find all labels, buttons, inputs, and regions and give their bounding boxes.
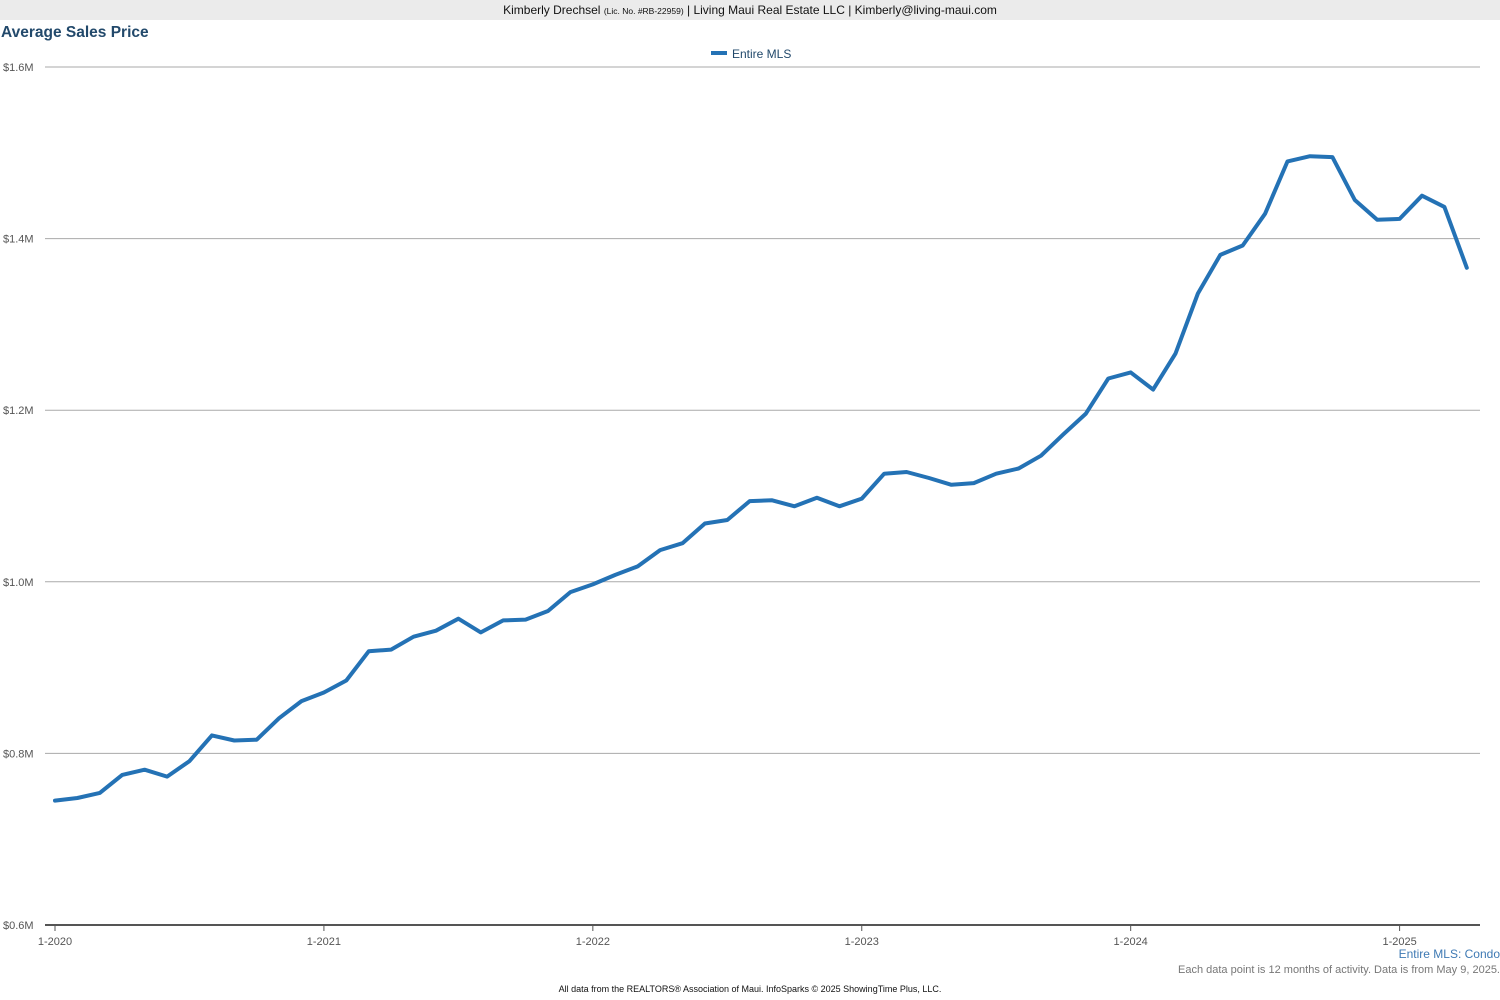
x-tick-label: 1-2022: [576, 936, 610, 948]
data-point: [1218, 253, 1222, 257]
x-tick-label: 1-2025: [1382, 936, 1416, 948]
series-line: [53, 154, 1469, 803]
data-point: [1263, 212, 1267, 216]
data-point: [143, 768, 147, 772]
data-point: [1174, 352, 1178, 356]
x-tick-label: 1-2023: [845, 936, 879, 948]
data-point: [770, 498, 774, 502]
data-point: [210, 733, 214, 737]
data-point: [232, 739, 236, 743]
data-point: [479, 630, 483, 634]
data-point: [815, 496, 819, 500]
y-tick-label: $0.8M: [3, 748, 34, 760]
data-point: [456, 617, 460, 621]
legend: Entire MLS: [711, 47, 791, 61]
data-point: [1084, 412, 1088, 416]
data-point: [949, 483, 953, 487]
data-point: [1129, 370, 1133, 374]
data-point: [120, 773, 124, 777]
data-point: [1196, 292, 1200, 296]
data-point: [1420, 194, 1424, 198]
y-tick-label: $0.6M: [3, 920, 34, 932]
data-point: [1465, 266, 1469, 270]
x-axis: 1-2020 1-2021 1-2022 1-2023 1-2024 1-2025: [38, 924, 1480, 948]
data-point: [524, 618, 528, 622]
series-layer: [53, 154, 1469, 803]
data-point: [1241, 243, 1245, 247]
data-point: [748, 499, 752, 503]
data-point: [412, 635, 416, 639]
data-point: [1375, 218, 1379, 222]
data-point: [187, 759, 191, 763]
data-point: [1106, 376, 1110, 380]
data-point: [1308, 154, 1312, 158]
data-point: [300, 699, 304, 703]
data-point: [546, 609, 550, 613]
activity-note: Each data point is 12 months of activity…: [1177, 964, 1500, 976]
data-point: [277, 716, 281, 720]
y-tick-label: $1.2M: [3, 405, 34, 417]
y-tick-label: $1.6M: [3, 62, 34, 74]
data-point: [165, 775, 169, 779]
data-point: [613, 573, 617, 577]
data-point: [636, 564, 640, 568]
company-contact: | Living Maui Real Estate LLC | Kimberly…: [687, 3, 997, 17]
data-point: [1330, 155, 1334, 159]
data-point: [1151, 388, 1155, 392]
data-point: [860, 497, 864, 501]
data-point: [255, 738, 259, 742]
data-point: [1353, 198, 1357, 202]
chart-title: Average Sales Price: [1, 24, 149, 41]
header-bar: Kimberly Drechsel (Lic. No. #RB-22959) |…: [0, 0, 1500, 20]
grid-layer: $0.6M $0.8M $1.0M $1.2M $1.4M $1.6M: [3, 62, 1480, 932]
data-point: [1286, 159, 1290, 163]
data-point: [501, 618, 505, 622]
data-point: [344, 678, 348, 682]
data-point: [389, 648, 393, 652]
legend-swatch: [711, 51, 727, 55]
legend-label: Entire MLS: [732, 47, 791, 61]
data-point: [434, 629, 438, 633]
data-point: [680, 541, 684, 545]
data-point: [75, 796, 79, 800]
y-tick-label: $1.0M: [3, 577, 34, 589]
data-point: [972, 481, 976, 485]
data-point: [837, 504, 841, 508]
x-tick-label: 1-2024: [1114, 936, 1148, 948]
data-point: [793, 504, 797, 508]
data-point: [1039, 454, 1043, 458]
data-point: [1442, 205, 1446, 209]
x-tick-label: 1-2021: [307, 936, 341, 948]
data-point: [658, 548, 662, 552]
agent-name: Kimberly Drechsel: [503, 3, 601, 17]
data-point: [994, 472, 998, 476]
data-point: [53, 799, 57, 803]
data-point: [725, 518, 729, 522]
series-scope-note: Entire MLS: Condo: [1398, 947, 1500, 961]
data-point: [591, 582, 595, 586]
data-point: [927, 476, 931, 480]
data-point: [568, 590, 572, 594]
data-point: [1061, 432, 1065, 436]
y-tick-label: $1.4M: [3, 234, 34, 246]
data-point: [1017, 467, 1021, 471]
data-point: [367, 649, 371, 653]
data-point: [882, 472, 886, 476]
data-point: [703, 521, 707, 525]
data-point: [1398, 217, 1402, 221]
license-number: (Lic. No. #RB-22959): [603, 6, 684, 16]
data-point: [905, 470, 909, 474]
data-point: [98, 791, 102, 795]
data-point: [322, 690, 326, 694]
x-tick-label: 1-2020: [38, 936, 72, 948]
source-note: All data from the REALTORS® Association …: [558, 984, 942, 994]
